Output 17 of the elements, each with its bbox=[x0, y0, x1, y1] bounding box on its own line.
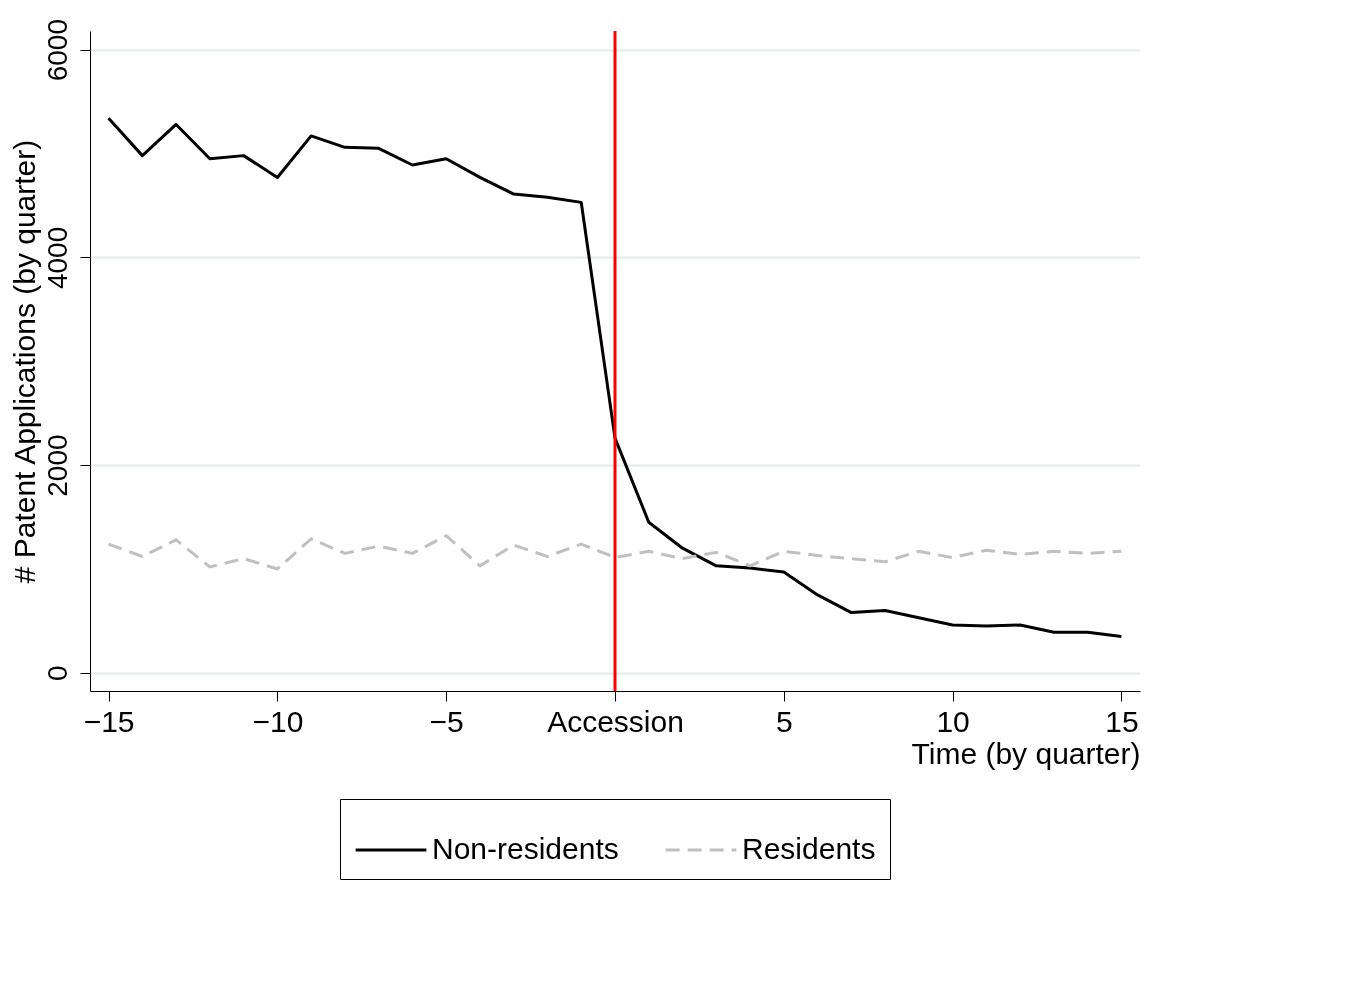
y-tick-label: 4000 bbox=[41, 226, 73, 290]
x-tick-label: −10 bbox=[252, 704, 304, 738]
x-tick-label: 10 bbox=[936, 704, 970, 738]
line-series bbox=[107, 534, 1123, 571]
line-series bbox=[107, 116, 1123, 638]
legend-label: Non-residents bbox=[432, 832, 619, 865]
x-tick-label: 5 bbox=[775, 704, 793, 738]
x-tick-label: −5 bbox=[429, 704, 464, 738]
y-tick-label: 2000 bbox=[41, 434, 73, 497]
y-tick-label: 6000 bbox=[41, 19, 73, 82]
y-tick-label: 0 bbox=[41, 665, 73, 682]
x-tick-label: Accession bbox=[547, 704, 684, 738]
x-tick-label: −15 bbox=[83, 704, 135, 738]
y-axis-title: # Patent Applications (by quarter) bbox=[7, 139, 41, 584]
legend-label: Residents bbox=[742, 832, 876, 865]
x-tick-label: 15 bbox=[1105, 704, 1139, 738]
x-axis-title: Time (by quarter) bbox=[911, 736, 1141, 770]
